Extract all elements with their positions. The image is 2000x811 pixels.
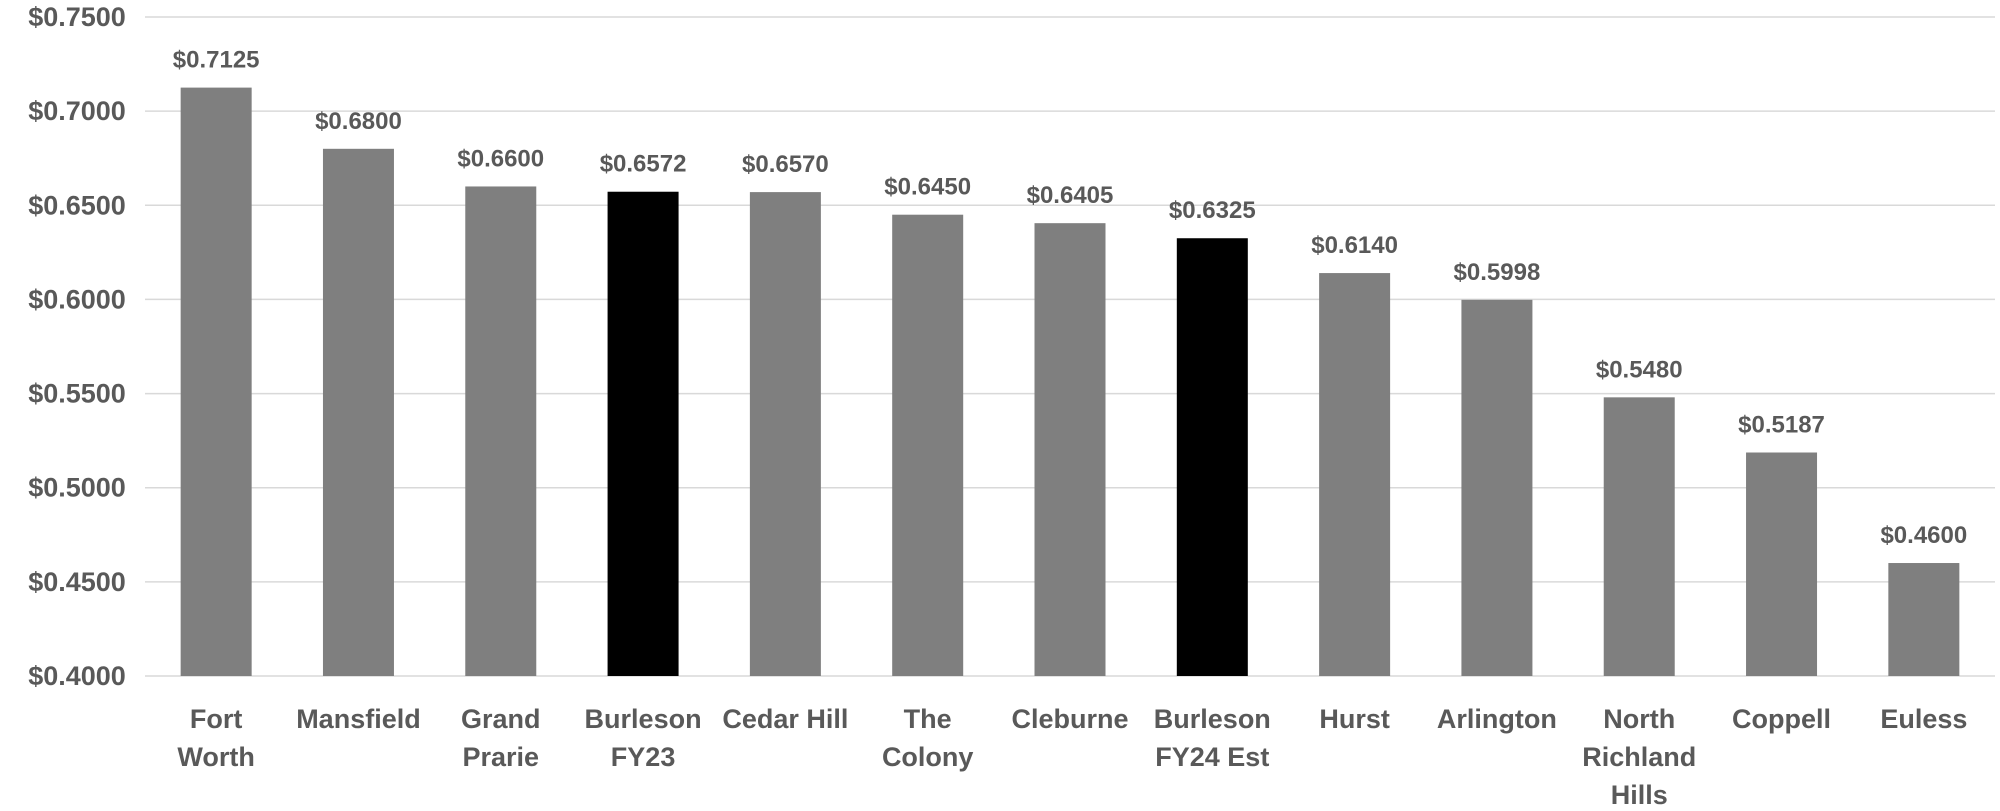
- y-tick-label: $0.7500: [28, 2, 126, 32]
- x-category-label-line: Richland: [1582, 742, 1696, 772]
- data-label: $0.6600: [457, 145, 544, 172]
- x-category-label-line: FY23: [611, 742, 676, 772]
- x-category-label-line: Mansfield: [296, 704, 421, 734]
- data-label: $0.4600: [1880, 522, 1967, 549]
- data-label: $0.5480: [1596, 356, 1683, 383]
- x-category-label-line: Grand: [461, 704, 541, 734]
- x-category-label: Euless: [1880, 704, 1967, 734]
- data-label: $0.6325: [1169, 197, 1256, 224]
- x-category-label: Grand Prarie: [461, 704, 541, 772]
- x-category-label: Mansfield: [296, 704, 421, 734]
- x-category-label: Cleburne: [1011, 704, 1128, 734]
- y-tick-label: $0.5500: [28, 379, 126, 409]
- bar: [749, 192, 821, 676]
- y-tick-label: $0.7000: [28, 96, 126, 126]
- bar: [1888, 563, 1960, 676]
- x-category-label-line: Prarie: [462, 742, 539, 772]
- bar: [892, 214, 964, 676]
- x-category-label-line: Arlington: [1437, 704, 1557, 734]
- x-category-label-line: Colony: [882, 742, 974, 772]
- x-category-label-line: The: [904, 704, 952, 734]
- data-label: $0.6570: [742, 151, 829, 178]
- data-label: $0.6140: [1311, 232, 1398, 259]
- data-labels: $0.7125 $0.6800 $0.6600 $0.6572 $0.6570 $0.64…: [173, 47, 1967, 549]
- x-category-label: Fort Worth: [177, 704, 254, 772]
- bar: [1603, 397, 1675, 676]
- x-category-label-line: Coppell: [1732, 704, 1831, 734]
- data-label: $0.5187: [1738, 412, 1825, 439]
- x-category-label: North Richland Hills: [1582, 704, 1696, 810]
- x-category-label: Burleson FY23: [585, 704, 702, 772]
- bars: [180, 87, 1960, 677]
- x-category-label-line: Hurst: [1319, 704, 1390, 734]
- y-axis-tick-labels: $0.4000 $0.4500 $0.5000 $0.5500 $0.6000 $0.65…: [28, 2, 126, 691]
- bar: [322, 148, 394, 677]
- x-category-label: Arlington: [1437, 704, 1557, 734]
- y-tick-label: $0.4000: [28, 661, 126, 691]
- x-category-label: Coppell: [1732, 704, 1831, 734]
- y-tick-label: $0.4500: [28, 567, 126, 597]
- x-category-label-line: FY24 Est: [1155, 742, 1269, 772]
- x-category-label: Hurst: [1319, 704, 1390, 734]
- bar: [1034, 223, 1106, 676]
- x-category-label: Burleson FY24 Est: [1154, 704, 1271, 772]
- y-tick-label: $0.6000: [28, 284, 126, 314]
- x-category-label-line: Cleburne: [1011, 704, 1128, 734]
- x-category-label-line: Fort: [190, 704, 242, 734]
- x-category-label-line: Cedar Hill: [722, 704, 848, 734]
- x-category-label: Cedar Hill: [722, 704, 848, 734]
- x-category-label-line: North: [1603, 704, 1675, 734]
- x-category-label-line: Worth: [177, 742, 254, 772]
- bar: [1176, 238, 1248, 676]
- bar: [180, 87, 252, 677]
- data-label: $0.5998: [1454, 259, 1541, 286]
- x-category-label-line: Burleson: [585, 704, 702, 734]
- x-category-label-line: Hills: [1611, 780, 1668, 810]
- y-tick-label: $0.6500: [28, 190, 126, 220]
- bar: [1319, 273, 1391, 676]
- y-tick-label: $0.5000: [28, 473, 126, 503]
- data-label: $0.6800: [315, 108, 402, 135]
- x-category-label: The Colony: [882, 704, 974, 772]
- bar: [1461, 299, 1533, 676]
- data-label: $0.7125: [173, 47, 260, 74]
- bar: [1746, 452, 1818, 676]
- bar: [607, 191, 679, 677]
- data-label: $0.6450: [884, 174, 971, 201]
- x-axis-category-labels: Fort Worth Mansfield Grand Prarie Burleson FY2…: [177, 704, 1967, 810]
- x-category-label-line: Burleson: [1154, 704, 1271, 734]
- bar: [465, 186, 537, 676]
- data-label: $0.6572: [600, 151, 687, 178]
- data-label: $0.6405: [1027, 182, 1114, 209]
- x-category-label-line: Euless: [1880, 704, 1967, 734]
